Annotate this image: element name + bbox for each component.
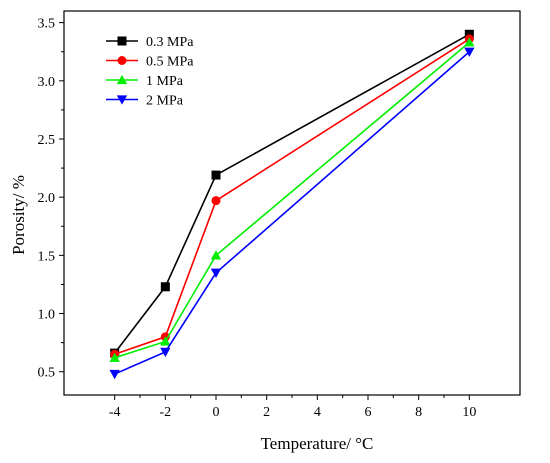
series-line	[114, 38, 470, 356]
y-tick-label: 2.5	[38, 133, 56, 148]
x-axis-title: Temperature/ °C	[261, 434, 374, 453]
legend-marker	[117, 36, 127, 46]
legend-label: 0.3 MPa	[146, 35, 194, 50]
y-tick-label: 3.5	[38, 17, 56, 32]
data-point	[160, 336, 171, 346]
series-line	[114, 41, 470, 359]
legend-label: 0.5 MPa	[146, 55, 194, 70]
data-point	[109, 369, 120, 380]
legend-label: 1 MPa	[146, 74, 184, 89]
y-tick-label: 2.0	[38, 191, 56, 206]
y-tick-label: 1.5	[38, 249, 56, 264]
series-line	[114, 51, 470, 375]
legend-marker	[117, 56, 127, 65]
y-tick-label: 0.5	[38, 366, 56, 381]
x-tick-label: -4	[109, 405, 121, 420]
x-tick-label: 4	[314, 405, 321, 420]
data-point	[160, 282, 170, 292]
legend-marker	[116, 74, 128, 85]
data-point	[211, 170, 221, 180]
x-tick-label: 0	[213, 405, 220, 420]
axes: -4 -2 0 2 4 6 8 10 0.5 1.0 1.5 2.0 2.5 3.0 3.5	[38, 10, 521, 420]
series-line	[114, 33, 470, 354]
y-tick-label: 1.0	[38, 308, 56, 323]
data-point	[211, 196, 221, 206]
data-point	[464, 47, 475, 57]
legend: 0.3 MPa 0.5 MPa 1 MPa 2 MPa	[106, 35, 194, 109]
x-tick-label: 8	[415, 405, 422, 420]
data-point	[464, 29, 474, 39]
data-point	[210, 250, 222, 260]
data-point	[464, 37, 475, 47]
x-tick-label: 6	[365, 405, 372, 420]
legend-label: 2 MPa	[146, 94, 184, 109]
y-tick-label: 3.0	[38, 75, 56, 90]
x-tick-label: 2	[263, 405, 270, 420]
data-point	[160, 347, 171, 358]
series-2	[109, 37, 475, 362]
data-point	[210, 268, 222, 278]
x-tick-label: 10	[462, 405, 476, 420]
series-3	[109, 47, 475, 380]
legend-marker	[116, 95, 128, 105]
series-group	[109, 29, 475, 380]
y-axis-title: Porosity/ %	[9, 175, 28, 255]
plot-frame	[63, 10, 521, 396]
x-tick-label: -2	[159, 405, 171, 420]
data-point	[109, 352, 120, 362]
